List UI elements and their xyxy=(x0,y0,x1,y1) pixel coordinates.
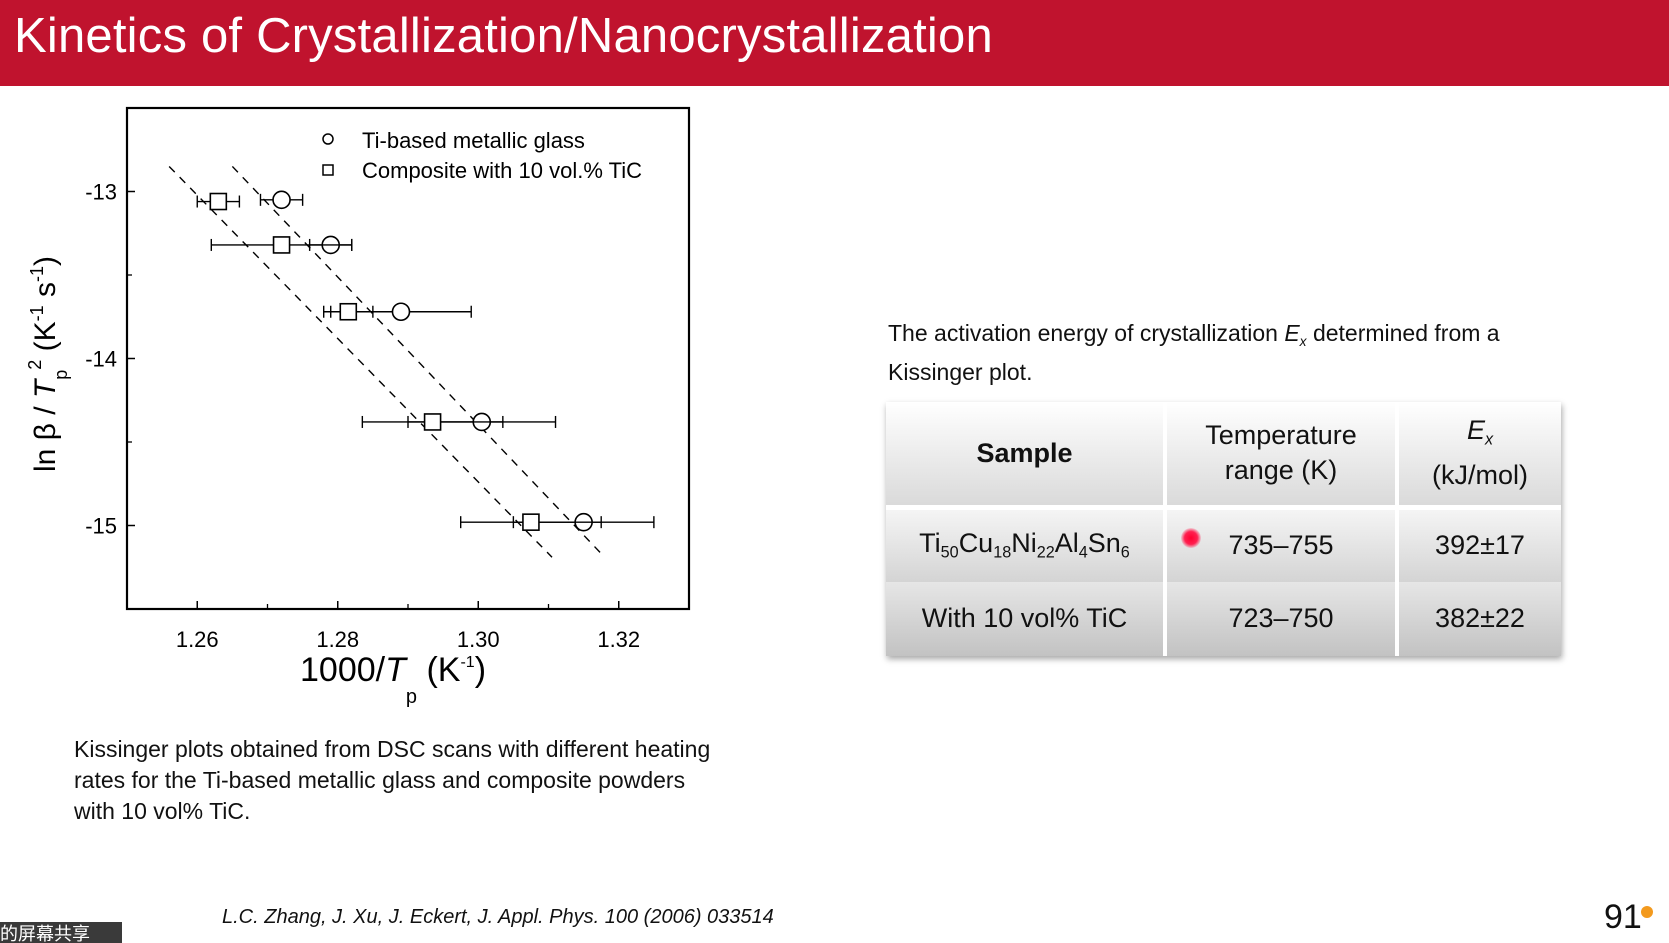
data-points xyxy=(196,190,655,532)
cell-sample-formula: Ti50Cu18Ni22Al4Sn6 xyxy=(886,507,1167,582)
y-tick-label: -15 xyxy=(85,514,117,539)
cell-sample: With 10 vol% TiC xyxy=(886,581,1167,656)
svg-text:ln β / Tp2 (K-1 s-1): ln β / Tp2 (K-1 s-1) xyxy=(25,256,71,472)
x-tick-label: 1.32 xyxy=(597,627,640,652)
activation-energy-table: Sample Temperature range (K) Ex (kJ/mol) T… xyxy=(886,402,1561,656)
header-temperature: Temperature range (K) xyxy=(1165,402,1399,510)
cell-range: 735–755 xyxy=(1165,507,1399,582)
chart-legend: Ti-based metallic glass Composite with 1… xyxy=(322,128,642,183)
data-point-circle xyxy=(391,302,411,322)
x-axis-label: 1000/Tp (K-1) xyxy=(300,651,486,708)
axis-ticks: 1.26 1.28 1.30 1.32 -13 -14 -15 xyxy=(85,180,640,653)
y-tick-label: -13 xyxy=(85,180,117,205)
data-point-square xyxy=(522,513,540,531)
data-point-circle xyxy=(272,190,291,210)
header-ex: Ex (kJ/mol) xyxy=(1397,402,1561,510)
legend-label-glass: Ti-based metallic glass xyxy=(362,128,585,153)
chart-svg: 1.26 1.28 1.30 1.32 -13 -14 -15 Ti-based metal… xyxy=(25,106,691,708)
cell-ex: 382±22 xyxy=(1435,603,1525,634)
y-tick-label: -14 xyxy=(85,347,117,372)
table-row: With 10 vol% TiC 723–750 382±22 xyxy=(886,581,1561,656)
legend-label-composite: Composite with 10 vol.% TiC xyxy=(362,158,642,183)
svg-text:1000/Tp (K-1): 1000/Tp (K-1) xyxy=(300,651,486,708)
title-bar: Kinetics of Crystallization/Nanocrystall… xyxy=(0,0,1669,86)
fit-lines xyxy=(168,165,606,558)
header-sample: Sample xyxy=(886,402,1167,510)
fit-line xyxy=(231,165,606,558)
desc-symbol-sub: x xyxy=(1299,333,1307,349)
slide-title: Kinetics of Crystallization/Nanocrystall… xyxy=(14,9,993,63)
table-row: Ti50Cu18Ni22Al4Sn6 735–755 392±17 xyxy=(886,507,1561,582)
legend-marker-glass xyxy=(322,133,334,145)
y-axis-label: ln β / Tp2 (K-1 s-1) xyxy=(25,256,71,472)
data-point-square xyxy=(272,236,291,254)
plot-frame xyxy=(125,106,691,611)
citation-reference: L.C. Zhang, J. Xu, J. Eckert, J. Appl. P… xyxy=(222,906,774,928)
desc-after: determined from a Kissinger plot. xyxy=(888,320,1500,385)
screen-share-badge[interactable]: 的屏幕共享 xyxy=(0,922,122,943)
table-description: The activation energy of crystallization… xyxy=(888,318,1588,388)
x-tick-label: 1.26 xyxy=(176,627,219,652)
cell-ex: 392±17 xyxy=(1435,530,1525,560)
data-point-square xyxy=(423,413,442,431)
table-header-row: Sample Temperature range (K) Ex (kJ/mol) xyxy=(886,402,1561,510)
data-point-square xyxy=(209,192,228,211)
desc-symbol: E xyxy=(1284,320,1300,346)
data-point-square xyxy=(339,302,358,321)
x-tick-label: 1.28 xyxy=(316,627,359,652)
page-marker-dot xyxy=(1641,906,1653,918)
cell-range: 723–750 xyxy=(1165,581,1399,656)
figure-caption: Kissinger plots obtained from DSC scans … xyxy=(74,736,711,824)
legend-marker-composite xyxy=(322,164,334,176)
desc-before: The activation energy of crystallization xyxy=(888,320,1285,346)
page-number: 91 xyxy=(1604,898,1642,936)
laser-pointer-dot xyxy=(1181,528,1201,548)
fit-line xyxy=(168,165,553,558)
x-tick-label: 1.30 xyxy=(457,627,500,652)
kissinger-chart: 1.26 1.28 1.30 1.32 -13 -14 -15 Ti-based metal… xyxy=(0,86,760,746)
